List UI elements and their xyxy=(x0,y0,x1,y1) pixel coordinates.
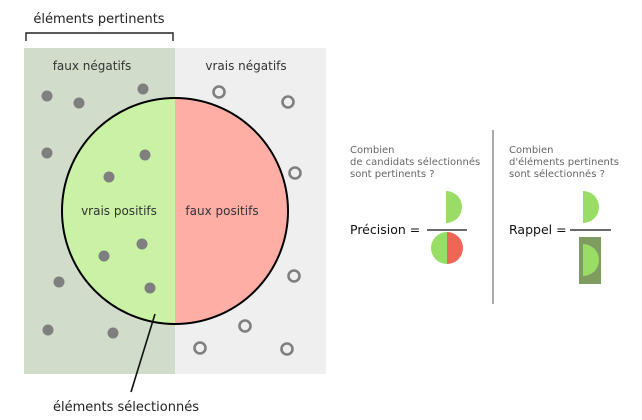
recall-denominator-half xyxy=(583,244,599,276)
precision-question-3: sont pertinents ? xyxy=(350,169,435,180)
false-positive-area xyxy=(175,98,288,324)
relevant-dot xyxy=(139,149,151,161)
irrelevant-ring xyxy=(288,166,302,180)
precision-denominator-green xyxy=(431,232,447,264)
selected-elements-circle xyxy=(61,97,289,325)
irrelevant-ring xyxy=(193,341,207,355)
relevant-dot xyxy=(41,90,53,102)
relevant-dot xyxy=(137,83,149,95)
relevant-dot xyxy=(103,171,115,183)
irrelevant-ring xyxy=(238,319,252,333)
recall-question-2: d'éléments pertinents xyxy=(509,156,619,168)
relevant-dot xyxy=(107,327,119,339)
relevant-dot xyxy=(42,324,54,336)
irrelevant-ring xyxy=(281,95,295,109)
recall-question-3: sont sélectionnés ? xyxy=(509,168,605,180)
irrelevant-rings xyxy=(193,85,302,356)
precision-block: Combien de candidats sélectionnés sont p… xyxy=(350,145,480,264)
recall-block: Combien d'éléments pertinents sont sélec… xyxy=(509,145,619,284)
selected-pointer-line xyxy=(130,313,156,393)
irrelevant-ring xyxy=(212,85,226,99)
relevant-dot xyxy=(98,250,110,262)
precision-question-1: Combien xyxy=(350,145,394,156)
irrelevant-ring xyxy=(287,269,301,283)
precision-formula-label: Précision = xyxy=(350,222,420,237)
relevant-dot xyxy=(73,97,85,109)
recall-question-1: Combien xyxy=(509,145,553,156)
relevant-dots xyxy=(41,83,156,339)
relevant-dot xyxy=(136,238,148,250)
precision-question-2: de candidats sélectionnés xyxy=(350,156,480,168)
precision-denominator-red xyxy=(447,232,463,264)
relevant-dot xyxy=(144,282,156,294)
true-positives-label: vrais positifs xyxy=(81,204,157,218)
recall-formula-label: Rappel = xyxy=(509,222,567,237)
true-negatives-label: vrais négatifs xyxy=(205,59,286,73)
relevant-dot xyxy=(53,276,65,288)
selected-elements-label: éléments sélectionnés xyxy=(53,400,199,415)
precision-numerator-icon xyxy=(446,191,462,223)
false-negatives-label: faux négatifs xyxy=(53,59,132,73)
relevant-bracket xyxy=(25,32,174,41)
relevant-dot xyxy=(41,147,53,159)
false-positives-label: faux positifs xyxy=(185,204,258,218)
relevant-elements-label: éléments pertinents xyxy=(33,12,164,27)
irrelevant-ring xyxy=(280,342,294,356)
recall-numerator-icon xyxy=(583,191,599,223)
